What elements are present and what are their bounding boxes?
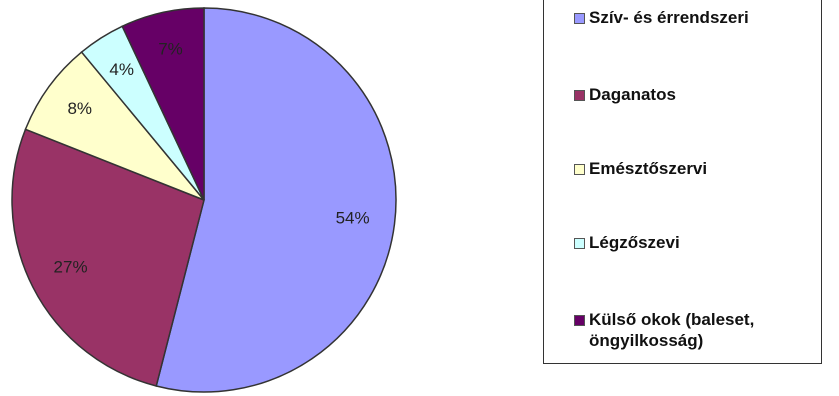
legend-item-cancer: Daganatos	[574, 84, 676, 105]
legend-item-external: Külső okok (baleset, öngyilkosság)	[574, 309, 819, 351]
legend-swatch-cardiovascular	[574, 13, 585, 24]
pie-slices	[11, 7, 397, 393]
legend-swatch-cancer	[574, 90, 585, 101]
pie-label-cardiovascular: 54%	[336, 208, 370, 227]
legend-swatch-respiratory	[574, 238, 585, 249]
pie-labels: 54% 27% 8% 4% 7%	[54, 40, 370, 277]
legend-item-respiratory: Légzőszevi	[574, 232, 680, 253]
pie-label-cancer: 27%	[54, 257, 88, 276]
legend-swatch-external	[574, 315, 585, 326]
pie-slice-digestive	[24, 51, 205, 201]
legend-item-cardiovascular: Szív- és érrendszeri	[574, 7, 749, 28]
legend-label-cancer: Daganatos	[589, 85, 676, 104]
pie-label-digestive: 8%	[67, 99, 92, 118]
legend-label-digestive: Emésztőszervi	[589, 159, 708, 178]
pie-slice-cancer	[11, 128, 205, 387]
legend-label-cardiovascular: Szív- és érrendszeri	[589, 8, 749, 27]
legend-item-digestive: Emésztőszervi	[574, 158, 707, 179]
pie-label-respiratory: 4%	[109, 60, 134, 79]
chart-legend: Szív- és érrendszeri Daganatos Emésztősz…	[543, 0, 822, 364]
legend-label-external: Külső okok (baleset, öngyilkosság)	[589, 310, 755, 350]
pie-slice-cardiovascular	[155, 7, 397, 393]
pie-slice-external	[121, 7, 205, 201]
pie-label-external: 7%	[158, 40, 183, 59]
legend-label-respiratory: Légzőszevi	[589, 233, 680, 252]
legend-swatch-digestive	[574, 164, 585, 175]
